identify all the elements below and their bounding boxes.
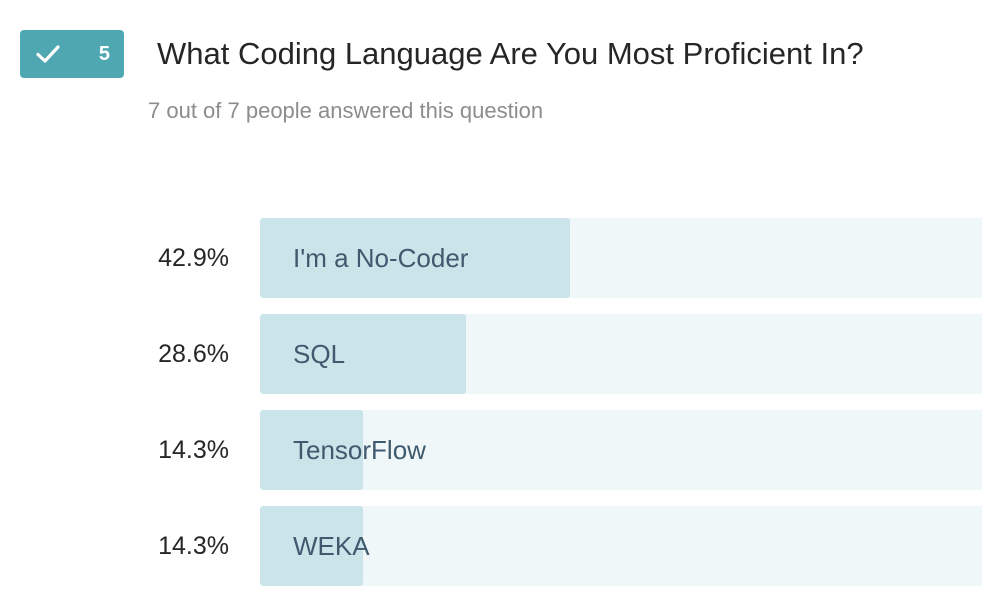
result-bar-track: TensorFlow	[260, 410, 982, 490]
result-bar-track: WEKA	[260, 506, 982, 586]
result-bar-fill	[260, 410, 363, 490]
question-number-badge: 5	[20, 30, 124, 78]
result-label: SQL	[293, 338, 346, 369]
result-row: 28.6% SQL	[0, 314, 982, 394]
results-list: 42.9% I'm a No-Coder 28.6% SQL 14.3% Ten…	[0, 218, 982, 602]
result-percent: 28.6%	[158, 339, 229, 368]
result-label: I'm a No-Coder	[293, 242, 469, 273]
result-row: 14.3% WEKA	[0, 506, 982, 586]
result-percent: 14.3%	[158, 531, 229, 560]
question-title: What Coding Language Are You Most Profic…	[157, 36, 864, 71]
result-bar-fill	[260, 506, 363, 586]
result-bar-track: I'm a No-Coder	[260, 218, 982, 298]
answered-count-text: 7 out of 7 people answered this question	[148, 98, 544, 123]
result-row: 14.3% TensorFlow	[0, 410, 982, 490]
result-label: TensorFlow	[293, 434, 426, 465]
result-label: WEKA	[293, 530, 370, 561]
result-bar-fill	[260, 218, 570, 298]
result-bar-track: SQL	[260, 314, 982, 394]
result-percent: 14.3%	[158, 435, 229, 464]
result-bar-fill	[260, 314, 466, 394]
result-row: 42.9% I'm a No-Coder	[0, 218, 982, 298]
check-icon	[34, 42, 62, 66]
question-number: 5	[98, 43, 110, 65]
result-percent: 42.9%	[158, 243, 229, 272]
